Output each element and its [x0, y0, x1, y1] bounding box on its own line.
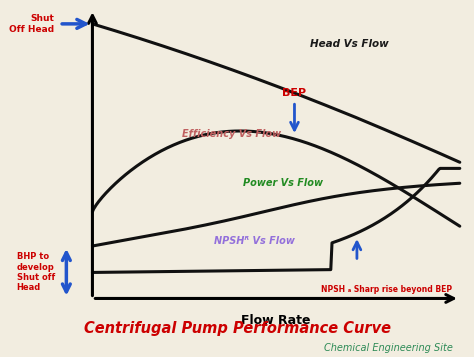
Text: NPSHᴿ Vs Flow: NPSHᴿ Vs Flow [214, 236, 294, 246]
Text: BEP: BEP [283, 88, 307, 98]
Text: Chemical Engineering Site: Chemical Engineering Site [324, 343, 453, 353]
Text: Centrifugal Pump Performance Curve: Centrifugal Pump Performance Curve [83, 321, 391, 336]
Text: NPSH ₐ Sharp rise beyond BEP: NPSH ₐ Sharp rise beyond BEP [321, 285, 452, 294]
Text: Efficiency Vs Flow: Efficiency Vs Flow [182, 129, 282, 139]
Text: Shut
Off Head: Shut Off Head [9, 14, 55, 34]
Text: BHP to
develop
Shut off
Head: BHP to develop Shut off Head [17, 252, 55, 292]
Text: Head Vs Flow: Head Vs Flow [310, 39, 389, 49]
Text: Power Vs Flow: Power Vs Flow [244, 178, 323, 188]
Text: Flow Rate: Flow Rate [241, 314, 311, 327]
